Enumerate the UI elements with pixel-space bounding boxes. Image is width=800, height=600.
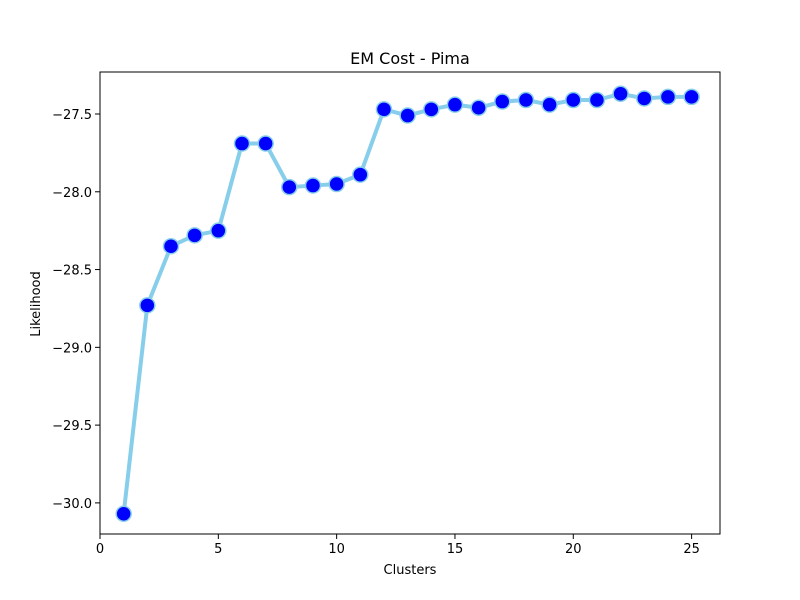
plot-frame <box>99 71 721 535</box>
x-tick-label: 25 <box>683 542 700 557</box>
y-tick-label: −29.5 <box>52 419 92 434</box>
data-point <box>517 91 535 109</box>
series-line <box>121 91 694 516</box>
data-point <box>541 96 558 113</box>
data-point <box>399 107 416 124</box>
data-point <box>352 166 369 183</box>
x-axis-label: Clusters <box>384 563 437 578</box>
y-tick-label: −28.0 <box>52 186 92 201</box>
data-point <box>139 297 156 314</box>
data-point <box>470 99 487 117</box>
data-point <box>565 91 582 109</box>
x-tick-label: 15 <box>447 542 464 557</box>
data-point <box>636 90 653 107</box>
plot-area: 0 5 10 15 20 25 −30.0 −29.5 −29.0 −28.5 −28.0 −27.5 <box>52 71 721 557</box>
x-tick-label: 5 <box>214 542 222 557</box>
data-point <box>233 135 251 152</box>
data-point <box>210 222 227 239</box>
data-point <box>186 227 203 244</box>
data-point <box>257 135 274 152</box>
x-tick-label: 10 <box>328 542 345 557</box>
data-point <box>115 505 132 523</box>
x-tick-label: 0 <box>96 542 104 557</box>
data-point <box>683 88 700 106</box>
y-axis-label: Likelihood <box>29 271 44 337</box>
data-point <box>281 178 298 196</box>
data-point <box>659 88 677 106</box>
data-point <box>375 101 393 118</box>
data-point <box>304 177 322 194</box>
data-point <box>494 93 511 110</box>
chart-title: EM Cost - Pima <box>350 49 470 68</box>
data-point <box>328 175 345 193</box>
data-point <box>446 96 464 113</box>
data-point <box>423 101 440 118</box>
data-point <box>588 91 606 109</box>
y-tick-label: −29.0 <box>52 341 92 356</box>
y-tick-label: −30.0 <box>52 497 92 512</box>
x-tick-label: 20 <box>565 542 582 557</box>
y-tick-label: −27.5 <box>52 108 92 123</box>
data-point <box>162 237 180 255</box>
y-tick-label: −28.5 <box>52 264 92 279</box>
data-point <box>612 85 629 103</box>
